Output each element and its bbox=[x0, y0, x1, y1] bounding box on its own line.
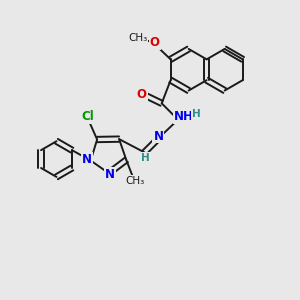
Text: N: N bbox=[82, 153, 92, 166]
Text: N: N bbox=[153, 130, 164, 142]
Text: CH₃: CH₃ bbox=[128, 33, 147, 43]
Text: O: O bbox=[137, 88, 147, 101]
Text: CH₃: CH₃ bbox=[126, 176, 145, 186]
Text: H: H bbox=[141, 153, 150, 163]
Text: NH: NH bbox=[173, 110, 193, 123]
Text: O: O bbox=[150, 37, 160, 50]
Text: Cl: Cl bbox=[82, 110, 94, 123]
Text: N: N bbox=[105, 168, 115, 181]
Text: H: H bbox=[192, 109, 201, 119]
